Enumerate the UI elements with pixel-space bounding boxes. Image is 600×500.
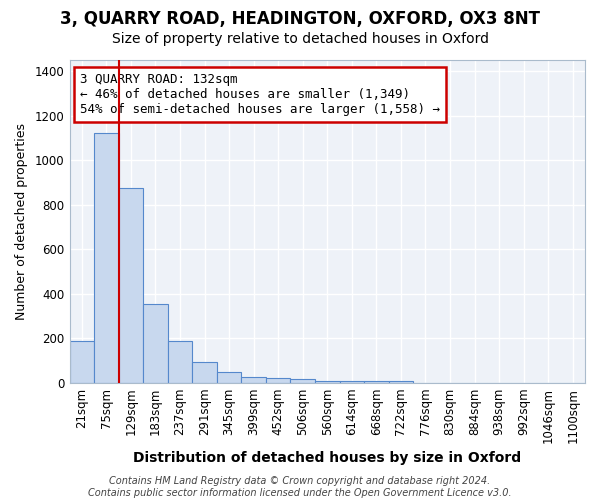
Bar	[315, 380, 340, 383]
Text: Size of property relative to detached houses in Oxford: Size of property relative to detached ho…	[112, 32, 488, 46]
Text: 3, QUARRY ROAD, HEADINGTON, OXFORD, OX3 8NT: 3, QUARRY ROAD, HEADINGTON, OXFORD, OX3 …	[60, 10, 540, 28]
Bar	[266, 378, 290, 383]
Bar	[340, 380, 364, 383]
Bar	[192, 362, 217, 383]
Bar	[143, 304, 168, 383]
Bar	[94, 134, 119, 383]
Bar	[217, 372, 241, 383]
Bar	[290, 380, 315, 383]
Text: 3 QUARRY ROAD: 132sqm
← 46% of detached houses are smaller (1,349)
54% of semi-d: 3 QUARRY ROAD: 132sqm ← 46% of detached …	[80, 73, 440, 116]
Bar	[364, 380, 389, 383]
Y-axis label: Number of detached properties: Number of detached properties	[15, 123, 28, 320]
Text: Contains HM Land Registry data © Crown copyright and database right 2024.
Contai: Contains HM Land Registry data © Crown c…	[88, 476, 512, 498]
Bar	[241, 377, 266, 383]
Bar	[70, 340, 94, 383]
Bar	[119, 188, 143, 383]
X-axis label: Distribution of detached houses by size in Oxford: Distribution of detached houses by size …	[133, 451, 521, 465]
Bar	[168, 340, 192, 383]
Bar	[389, 380, 413, 383]
